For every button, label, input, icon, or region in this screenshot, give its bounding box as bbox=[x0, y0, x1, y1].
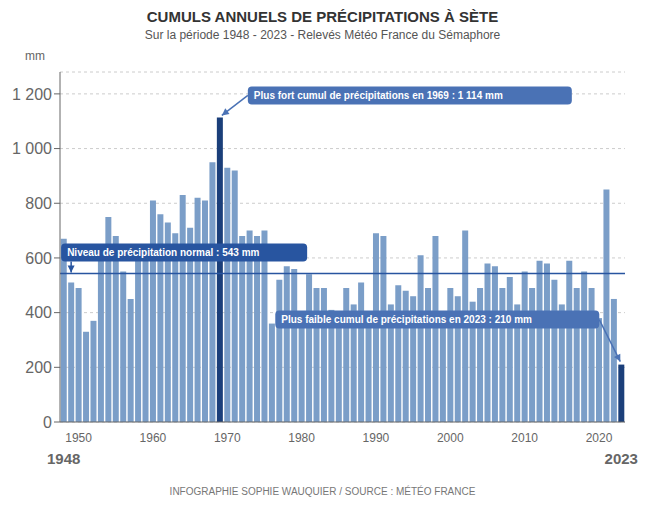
svg-text:Plus faible cumul de précipita: Plus faible cumul de précipitations en 2… bbox=[281, 314, 532, 325]
svg-text:mm: mm bbox=[25, 49, 45, 63]
svg-text:1990: 1990 bbox=[363, 431, 390, 445]
svg-text:2023: 2023 bbox=[605, 450, 637, 467]
svg-text:1 000: 1 000 bbox=[12, 140, 52, 157]
html-text:INFOGRAPHIE SOPHIE WAUQUIER /: INFOGRAPHIE SOPHIE WAUQUIER / SOURCE : M… bbox=[169, 486, 476, 497]
svg-text:Niveau de précipitation normal: Niveau de précipitation normal : 543 mm bbox=[67, 247, 259, 258]
html-text:Sur la période 1948 - 2023 - R: Sur la période 1948 - 2023 - Relevés Mét… bbox=[144, 28, 501, 42]
svg-text:1960: 1960 bbox=[140, 431, 167, 445]
svg-text:0: 0 bbox=[43, 414, 52, 431]
svg-text:Plus fort cumul de précipitati: Plus fort cumul de précipitations en 196… bbox=[254, 90, 503, 101]
svg-text:200: 200 bbox=[25, 359, 52, 376]
svg-text:2010: 2010 bbox=[511, 431, 538, 445]
svg-text:800: 800 bbox=[25, 195, 52, 212]
html-text:CUMULS ANNUELS DE PRÉCIPITATIO: CUMULS ANNUELS DE PRÉCIPITATIONS À SÈTE bbox=[146, 8, 499, 25]
svg-text:2020: 2020 bbox=[586, 431, 613, 445]
svg-text:400: 400 bbox=[25, 304, 52, 321]
svg-text:1980: 1980 bbox=[288, 431, 315, 445]
svg-text:1950: 1950 bbox=[65, 431, 92, 445]
svg-text:1948: 1948 bbox=[47, 450, 80, 467]
svg-text:600: 600 bbox=[25, 250, 52, 267]
svg-text:2000: 2000 bbox=[437, 431, 464, 445]
svg-text:1 200: 1 200 bbox=[12, 86, 52, 103]
svg-text:1970: 1970 bbox=[214, 431, 241, 445]
